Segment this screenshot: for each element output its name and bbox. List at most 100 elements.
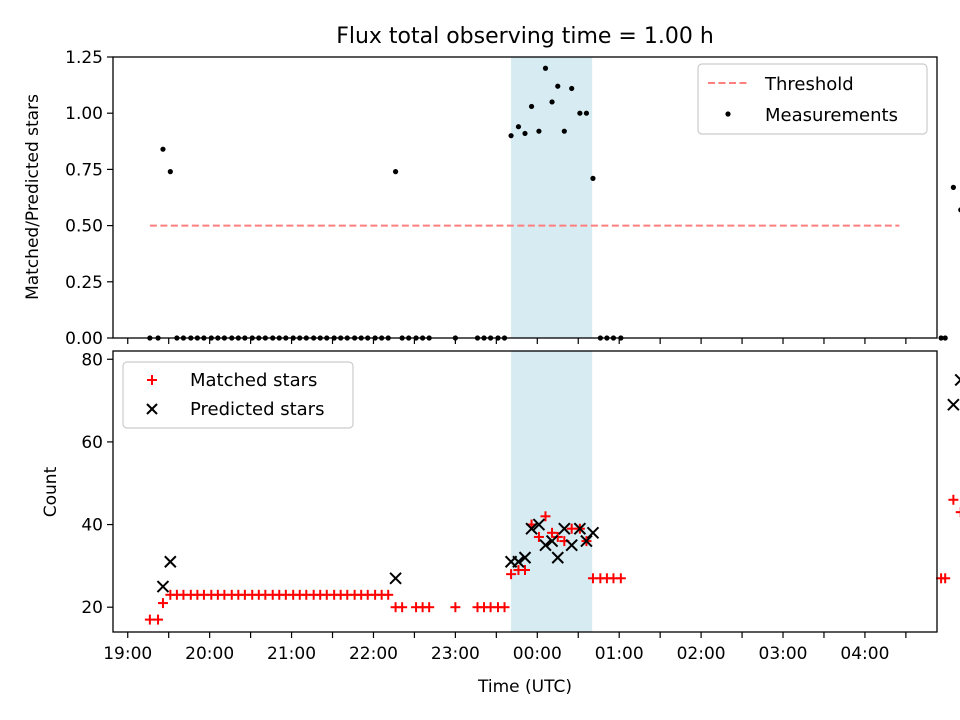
measurement-point [555, 83, 561, 89]
predicted-star-point [164, 555, 177, 568]
bottom-x-axis: 19:00 20:00 21:00 22:00 23:00 00:00 01:00 02:00… [103, 632, 907, 664]
top-panel: 0.00 0.25 0.50 0.75 1.00 1.25 Matched/Predict… [23, 48, 960, 349]
predicted-star-point [156, 580, 170, 593]
bottom-y-tick-label: 20 [81, 598, 103, 618]
x-tick-label: 22:00 [349, 644, 398, 664]
top-y-tick-label: 1.25 [65, 48, 103, 68]
predicted-star-point [525, 522, 538, 535]
bottom-panel: 20 40 60 80 19:00 20:00 21:00 22:00 23:00 00:00 0… [41, 350, 960, 697]
matched-star-point [153, 614, 164, 625]
predicted-star-point [512, 555, 525, 568]
matched-star-point [955, 507, 960, 518]
x-tick-label: 21:00 [267, 644, 316, 664]
top-y-tick-label: 0.75 [65, 160, 103, 180]
predicted-star-point [565, 539, 578, 552]
measurement-point [522, 130, 528, 137]
matched-star-point [948, 494, 959, 505]
measurement-point [160, 146, 166, 152]
top-axes-frame [112, 56, 938, 339]
bottom-y-tick-label: 40 [81, 516, 103, 536]
measurement-point [542, 65, 549, 71]
predicted-star-point [532, 518, 546, 531]
x-tick-label: 20:00 [185, 644, 234, 664]
matched-star-point [506, 569, 517, 580]
predicted-star-point [551, 551, 564, 564]
matched-star-point [540, 511, 551, 522]
matched-star-point [424, 602, 435, 613]
predicted-stars-points [156, 373, 960, 593]
chart-title: Flux total observing time = 1.00 h [336, 24, 714, 49]
predicted-star-point [954, 373, 960, 387]
top-y-tick-label: 0.25 [65, 273, 103, 293]
matched-star-point [499, 602, 510, 613]
top-x-ticks [127, 338, 907, 344]
top-y-tick-label: 1.00 [65, 104, 103, 124]
measurement-point [536, 128, 542, 134]
top-legend-box [697, 63, 928, 135]
top-y-axis-label: Matched/Predicted stars [23, 94, 43, 300]
x-tick-label: 03:00 [759, 644, 808, 664]
predicted-star-point [518, 551, 532, 564]
measurement-point [938, 335, 944, 341]
x-tick-label: 19:00 [103, 644, 152, 664]
predicted-star-point [947, 398, 960, 411]
predicted-star-point [558, 522, 571, 535]
x-tick-label: 02:00 [677, 644, 726, 664]
x-axis-label: Time (UTC) [477, 677, 572, 697]
measurement-point [167, 169, 173, 175]
measurement-point [583, 110, 590, 116]
top-highlight-span [511, 57, 593, 338]
measurement-point [392, 169, 399, 175]
matched-star-point [615, 573, 626, 584]
legend-threshold-label: Threshold [764, 74, 854, 95]
matched-star-point [397, 602, 408, 613]
predicted-star-point [573, 522, 587, 535]
measurement-point [515, 124, 522, 130]
measurement-point [569, 85, 575, 92]
measurement-point [942, 335, 948, 341]
legend-matched-swatch [147, 375, 157, 385]
x-tick-label: 00:00 [513, 644, 562, 664]
legend-predicted-label: Predicted stars [190, 399, 324, 420]
matched-star-point [940, 573, 951, 584]
legend-matched-label: Matched stars [190, 370, 317, 391]
predicted-star-point [545, 534, 559, 548]
measurement-point [577, 110, 583, 116]
x-tick-label: 23:00 [431, 644, 480, 664]
matched-star-point [157, 598, 168, 609]
top-y-axis: 0.00 0.25 0.50 0.75 1.00 1.25 [65, 48, 113, 349]
x-tick-label: 01:00 [595, 644, 644, 664]
legend-measurements-label: Measurements [765, 105, 898, 126]
bottom-legend: Matched stars Predicted stars [122, 361, 354, 429]
bottom-highlight-span [511, 351, 593, 632]
bottom-y-axis: 20 40 60 80 [81, 350, 113, 618]
legend-measurements-swatch [725, 111, 731, 117]
top-y-tick-label: 0.00 [65, 329, 103, 349]
bottom-axes-frame [112, 350, 938, 633]
predicted-star-point [586, 526, 600, 540]
matched-star-point [383, 589, 394, 600]
measurement-point [528, 103, 535, 110]
predicted-star-point [389, 572, 402, 585]
x-tick-label: 04:00 [840, 644, 889, 664]
matched-star-point [450, 602, 461, 613]
top-y-tick-label: 0.50 [65, 217, 103, 237]
matched-star-point [520, 565, 530, 576]
matched-stars-points [144, 494, 960, 625]
matched-star-point [552, 531, 563, 542]
bottom-legend-box [122, 361, 354, 429]
matched-star-point [547, 527, 558, 538]
measurement-point [950, 184, 956, 190]
matched-star-point [533, 531, 544, 542]
measurement-point [590, 175, 596, 181]
predicted-star-point [580, 534, 593, 548]
bottom-y-axis-label: Count [41, 466, 61, 517]
bottom-y-tick-label: 60 [81, 433, 103, 453]
predicted-star-point [539, 539, 552, 552]
measurement-point [549, 99, 555, 105]
measurement-point [508, 133, 514, 139]
top-legend: Threshold Measurements [697, 63, 928, 135]
measurement-point [561, 128, 567, 134]
bottom-y-tick-label: 80 [81, 350, 103, 370]
